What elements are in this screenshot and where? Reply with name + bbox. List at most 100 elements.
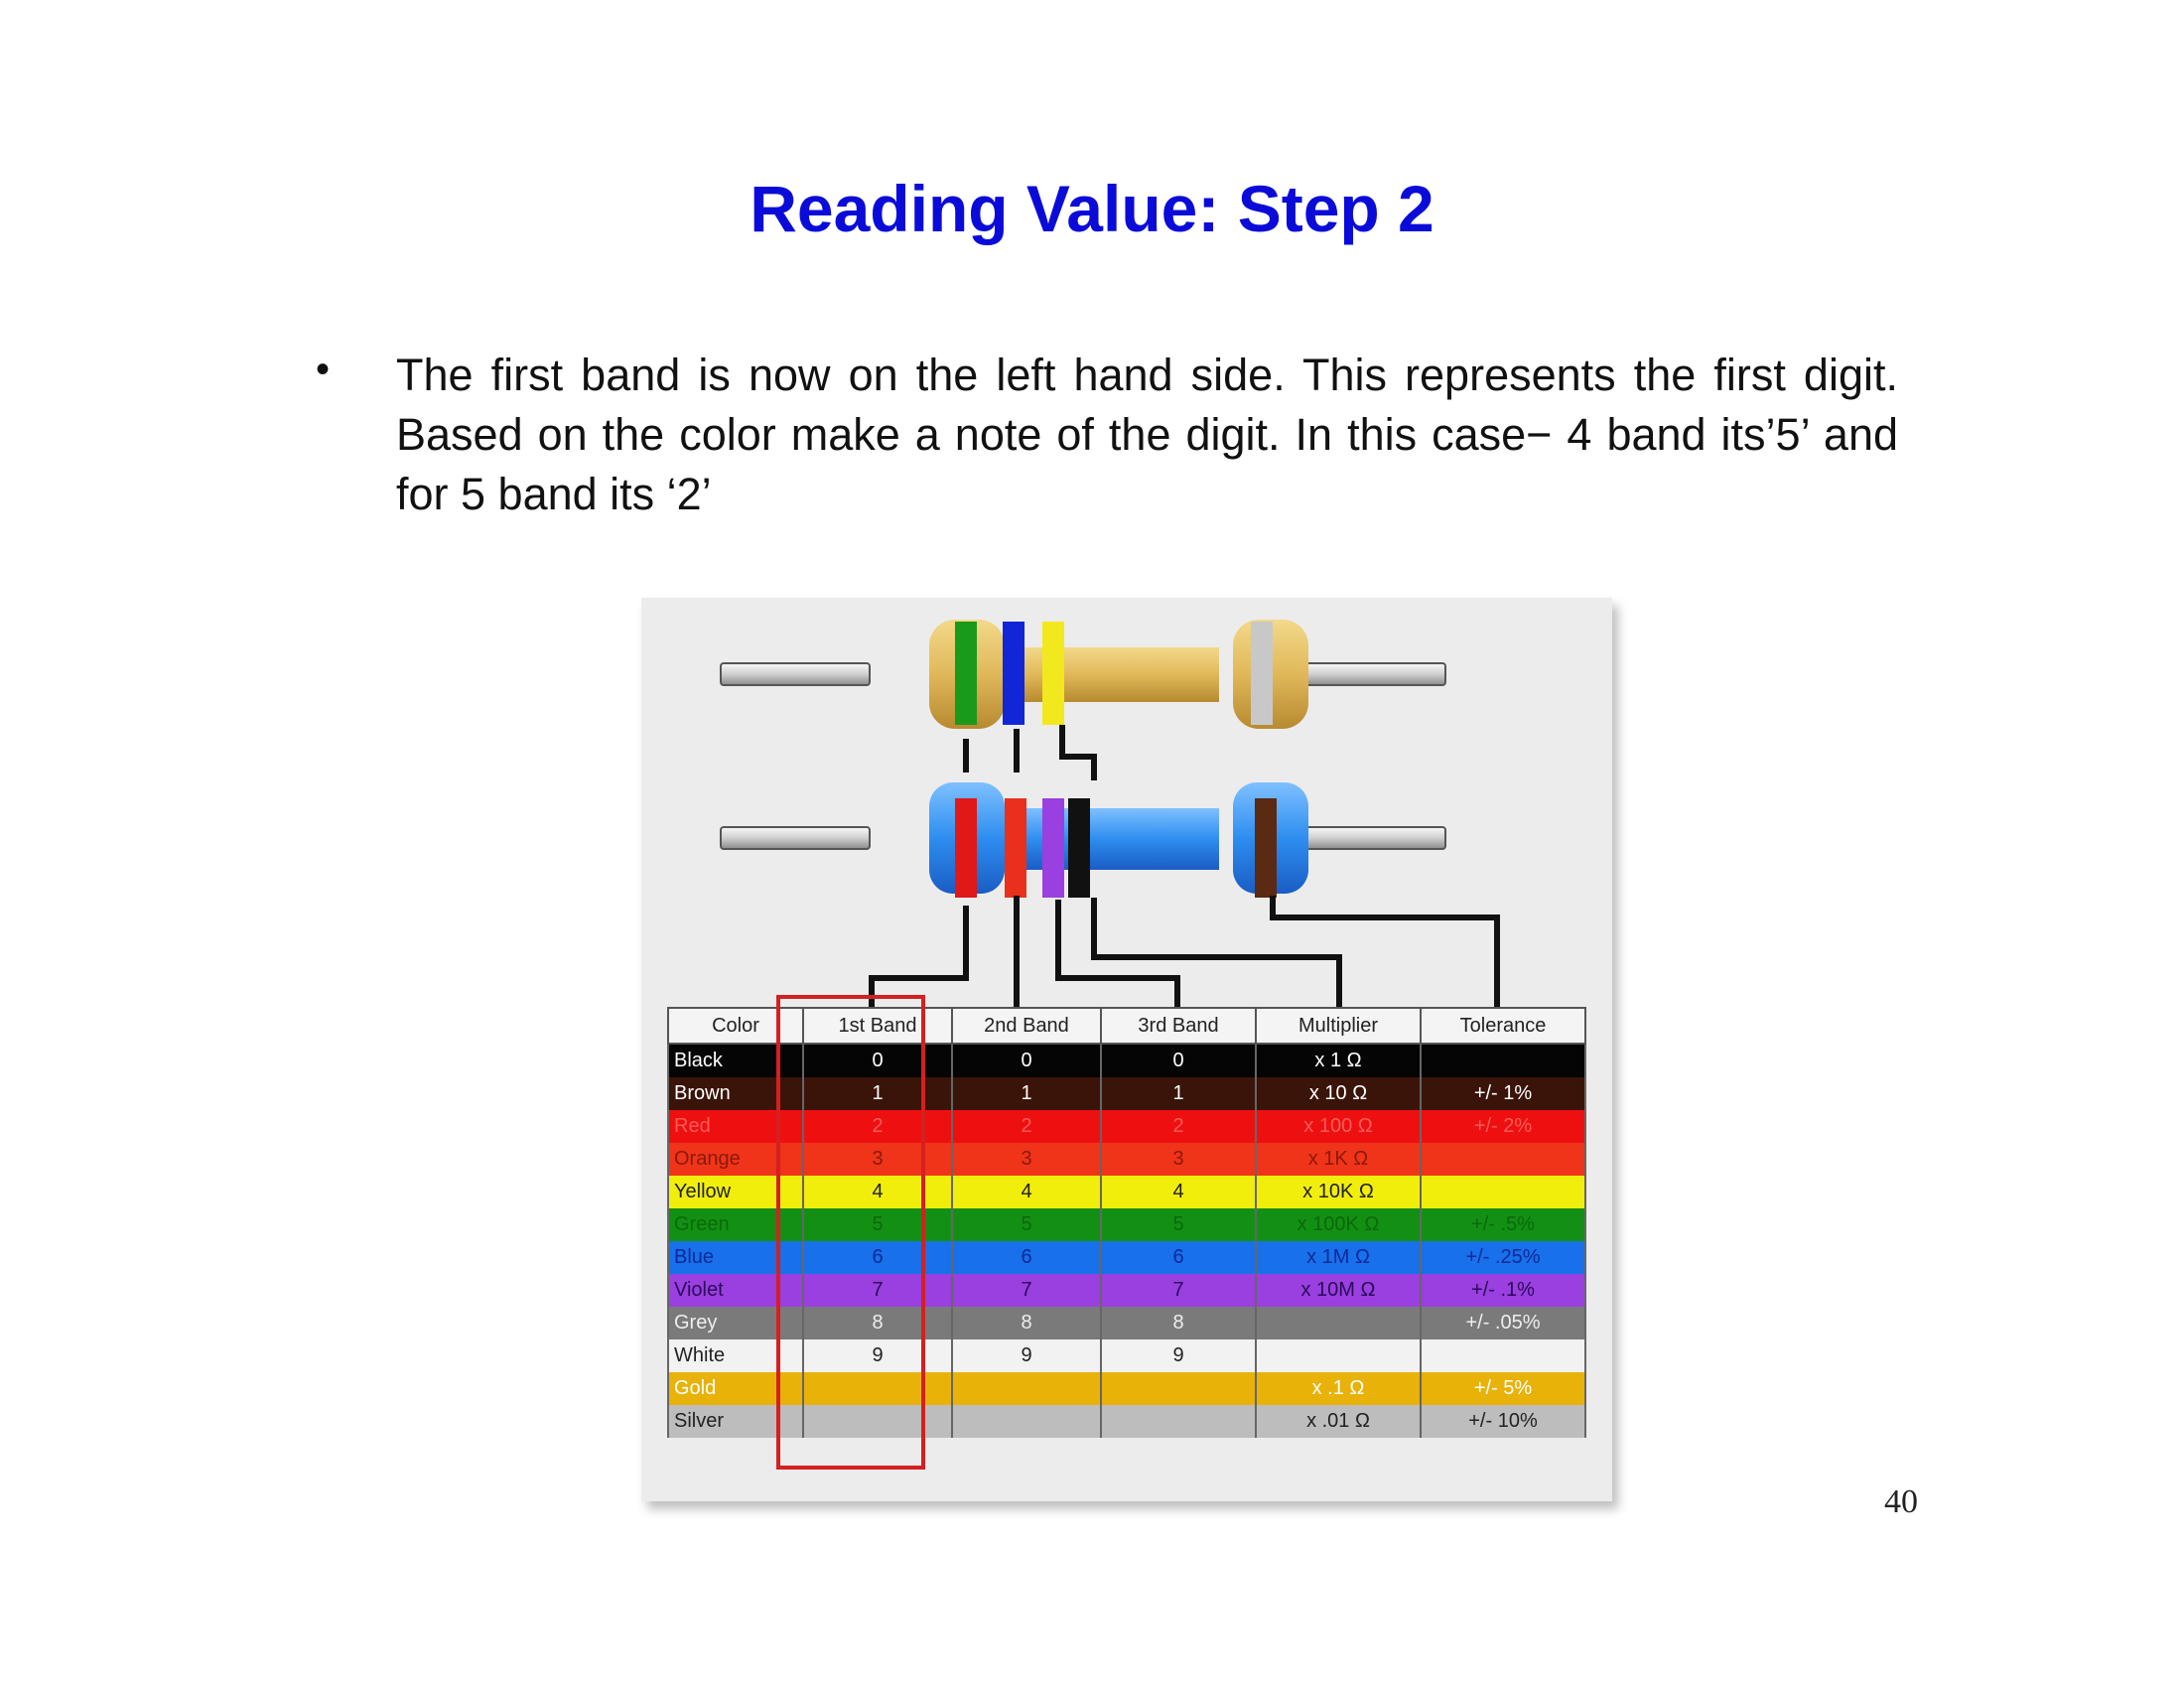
table-cell: 4 [802,1176,953,1208]
table-connector-lines [869,896,1500,1007]
color-name-cell: Red [667,1110,804,1143]
color-name-cell: Gold [667,1372,804,1405]
table-header-row: Color 1st Band 2nd Band 3rd Band Multipl… [667,1007,1586,1045]
table-cell: 7 [951,1274,1102,1307]
color-name-cell: Green [667,1208,804,1241]
table-cell: 1 [1100,1077,1257,1110]
band-connector-lines [963,725,1097,780]
table-cell: +/- .5% [1420,1208,1586,1241]
table-cell: 8 [802,1307,953,1339]
table-cell: 3 [1100,1143,1257,1176]
resistor-lead [720,662,871,686]
table-cell: +/- 10% [1420,1405,1586,1438]
table-cell: 2 [802,1110,953,1143]
table-cell: 6 [1100,1241,1257,1274]
color-band [955,622,977,725]
color-name-cell: White [667,1339,804,1372]
table-cell: 1 [802,1077,953,1110]
color-bands [955,798,1277,898]
table-cell [1100,1405,1257,1438]
table-row: Green 5 5 5 x 100K Ω +/- .5% [667,1208,1586,1241]
column-header: Tolerance [1420,1007,1586,1045]
color-name-cell: Yellow [667,1176,804,1208]
table-cell: 9 [802,1339,953,1372]
table-cell: 5 [951,1208,1102,1241]
color-band [1042,622,1064,725]
table-cell [802,1405,953,1438]
table-cell: 9 [951,1339,1102,1372]
color-bands [955,622,1273,725]
table-cell: x .01 Ω [1255,1405,1422,1438]
column-header: 1st Band [802,1007,953,1045]
table-cell: +/- 1% [1420,1077,1586,1110]
table-row: Violet 7 7 7 x 10M Ω +/- .1% [667,1274,1586,1307]
color-name-cell: Orange [667,1143,804,1176]
table-row: Silver x .01 Ω +/- 10% [667,1405,1586,1438]
first-band-highlight [776,995,925,1470]
table-cell: 9 [1100,1339,1257,1372]
table-row: Grey 8 8 8 +/- .05% [667,1307,1586,1339]
resistor-illustration [720,620,1500,1007]
table-cell: 7 [1100,1274,1257,1307]
table-cell: +/- .1% [1420,1274,1586,1307]
table-cell: x 10M Ω [1255,1274,1422,1307]
table-cell [802,1372,953,1405]
table-cell: 7 [802,1274,953,1307]
table-cell: x 100K Ω [1255,1208,1422,1241]
five-band-resistor [720,782,1446,898]
table-cell: 0 [802,1044,953,1077]
page-number: 40 [1884,1483,1918,1520]
color-code-table-wrapper: Color 1st Band 2nd Band 3rd Band Multipl… [667,1007,1586,1438]
resistor-lead [1296,826,1446,850]
table-row: Red 2 2 2 x 100 Ω +/- 2% [667,1110,1586,1143]
table-row: Yellow 4 4 4 x 10K Ω [667,1176,1586,1208]
table-cell: 4 [1100,1176,1257,1208]
bullet-point: • [316,348,331,391]
table-cell: +/- .25% [1420,1241,1586,1274]
table-cell: 6 [802,1241,953,1274]
table-row: White 9 9 9 [667,1339,1586,1372]
color-band [955,798,977,898]
table-cell [1255,1339,1422,1372]
table-cell: 5 [1100,1208,1257,1241]
resistor-color-code-figure: Color 1st Band 2nd Band 3rd Band Multipl… [641,598,1612,1501]
table-cell [1100,1372,1257,1405]
table-cell: 3 [802,1143,953,1176]
table-cell: x 10 Ω [1255,1077,1422,1110]
table-cell [1420,1339,1586,1372]
table-cell: 6 [951,1241,1102,1274]
color-name-cell: Violet [667,1274,804,1307]
color-band [1005,798,1026,898]
table-cell [1255,1307,1422,1339]
column-header: Color [667,1007,804,1045]
table-row: Blue 6 6 6 x 1M Ω +/- .25% [667,1241,1586,1274]
column-header: 2nd Band [951,1007,1102,1045]
table-cell: 8 [951,1307,1102,1339]
color-band [1003,622,1024,725]
table-cell: 3 [951,1143,1102,1176]
color-name-cell: Grey [667,1307,804,1339]
resistor-lead [1296,662,1446,686]
table-cell: +/- .05% [1420,1307,1586,1339]
table-cell: +/- 2% [1420,1110,1586,1143]
table-cell: x 10K Ω [1255,1176,1422,1208]
table-cell: 0 [1100,1044,1257,1077]
table-row: Black 0 0 0 x 1 Ω [667,1044,1586,1077]
table-cell: 5 [802,1208,953,1241]
table-cell [1420,1176,1586,1208]
bullet-text: The first band is now on the left hand s… [396,350,1898,519]
resistor-lead [720,826,871,850]
color-name-cell: Silver [667,1405,804,1438]
table-cell: 8 [1100,1307,1257,1339]
table-cell [1420,1044,1586,1077]
table-cell: 1 [951,1077,1102,1110]
table-cell: x 100 Ω [1255,1110,1422,1143]
four-band-resistor [720,620,1446,729]
table-row: Brown 1 1 1 x 10 Ω +/- 1% [667,1077,1586,1110]
table-cell: x .1 Ω [1255,1372,1422,1405]
slide-title: Reading Value: Step 2 [750,172,1434,245]
table-cell: 2 [951,1110,1102,1143]
column-header: 3rd Band [1100,1007,1257,1045]
table-cell: 4 [951,1176,1102,1208]
table-cell: 2 [1100,1110,1257,1143]
